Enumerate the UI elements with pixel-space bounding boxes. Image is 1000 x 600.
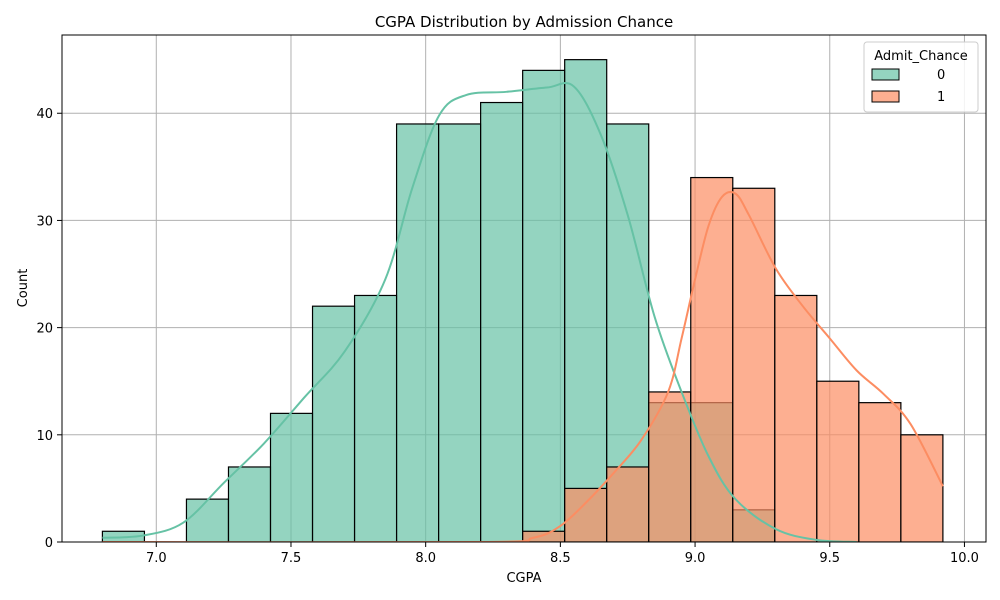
legend-label-1: 1	[937, 90, 945, 105]
x-tick-label: 7.0	[146, 551, 167, 566]
y-tick-label: 30	[36, 214, 53, 229]
bar-series-0-bin-5	[311, 305, 356, 542]
y-axis-label: Count	[16, 269, 31, 308]
bar-series-0-bin-6	[353, 294, 398, 542]
y-tick-label: 0	[45, 536, 53, 551]
chart-title: CGPA Distribution by Admission Chance	[375, 13, 673, 31]
plot-frame	[61, 34, 987, 543]
bar-series-1-bin-12	[606, 466, 650, 542]
bar-series-0-bin-10	[522, 69, 566, 542]
bar-series-0-bin-2	[185, 498, 230, 542]
x-tick-label: 8.5	[550, 551, 571, 566]
y-tick-label: 10	[36, 429, 53, 444]
x-axis-ticks: 7.0 7.5 8.0 8.5 9.0 9.5 10.0	[146, 542, 979, 566]
x-tick-label: 10.0	[950, 551, 979, 566]
bar-series-1-bin-19	[900, 434, 944, 542]
x-tick-label: 7.5	[281, 551, 302, 566]
series-1-bars	[522, 176, 944, 542]
bar-series-1-bin-11	[564, 487, 608, 542]
bar-series-0-bin-7	[395, 123, 440, 542]
bar-series-1-bin-18	[858, 402, 902, 542]
x-tick-label: 8.0	[415, 551, 436, 566]
bar-series-0-bin-11	[564, 59, 608, 542]
x-axis-label: CGPA	[506, 571, 541, 586]
y-tick-label: 20	[36, 322, 53, 337]
legend-swatch-0	[871, 68, 900, 81]
bar-series-1-bin-15	[732, 187, 776, 542]
y-axis-ticks: 0 10 20 30 40	[36, 107, 62, 551]
y-tick-label: 40	[36, 107, 53, 122]
kde-curve-series-0	[102, 82, 857, 542]
legend: Admit_Chance 0 1	[863, 41, 979, 113]
x-tick-label: 9.5	[819, 551, 840, 566]
legend-title: Admit_Chance	[874, 49, 967, 64]
legend-swatch-1	[871, 90, 900, 103]
bar-series-0-bin-8	[438, 123, 482, 542]
kde-curves	[102, 82, 944, 542]
bar-series-1-bin-17	[816, 380, 860, 542]
bar-series-0-bin-9	[480, 101, 524, 542]
bar-series-1-bin-13	[648, 391, 692, 542]
bar-series-0-bin-4	[269, 412, 314, 542]
kde-curve-series-1	[102, 190, 944, 542]
bar-series-0-bin-3	[227, 466, 272, 542]
legend-label-0: 0	[937, 68, 945, 83]
bar-series-1-bin-16	[774, 294, 818, 542]
x-tick-label: 9.0	[685, 551, 706, 566]
